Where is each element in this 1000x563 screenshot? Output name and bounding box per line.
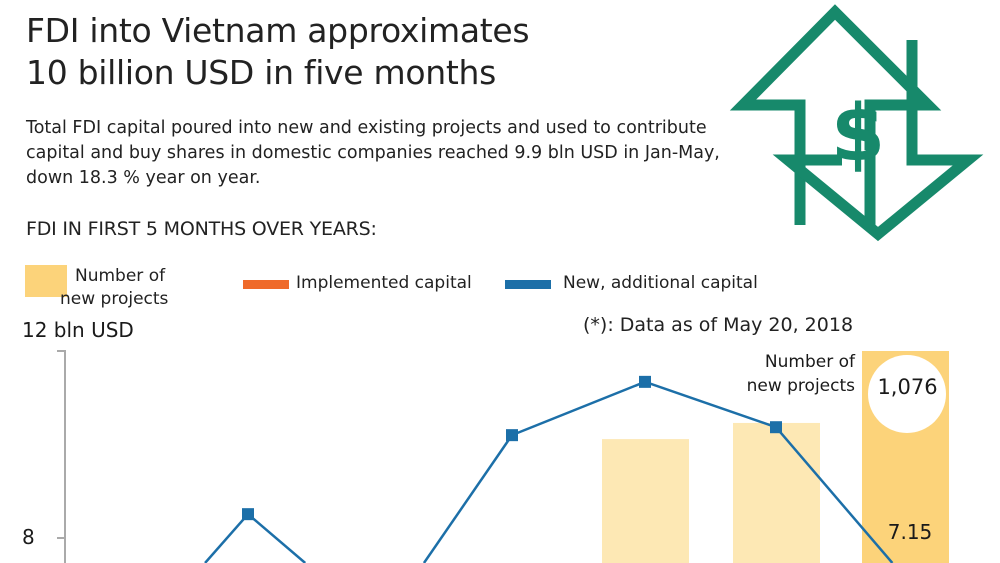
data-note: (*): Data as of May 20, 2018 (583, 314, 854, 336)
line-point-3 (506, 429, 518, 442)
page-title: FDI into Vietnam approximates 10 billion… (26, 10, 530, 94)
legend-swatch-new-capital (505, 280, 551, 289)
projects-annotation-line-1: Number of (764, 352, 855, 372)
line-new-capital-segment-3 (511, 380, 646, 437)
line-new-capital-segment-1 (247, 513, 307, 563)
projects-annotation-line-2: new projects (746, 376, 855, 396)
line-new-capital-segment-4 (644, 380, 777, 429)
line-last-value-label: 7.15 (887, 520, 933, 544)
legend-label-projects-2: new projects (60, 289, 169, 309)
line-new-capital-segment-0 (204, 513, 249, 563)
title-line-2: 10 billion USD in five months (26, 53, 496, 92)
line-point-4 (639, 375, 651, 388)
legend-swatch-implemented (243, 280, 289, 289)
y-axis (57, 350, 66, 563)
legend-label-projects-1: Number of (75, 266, 166, 286)
line-point-1 (242, 508, 254, 521)
description: Total FDI capital poured into new and ex… (26, 118, 720, 188)
projects-annotation: Number of new projects (730, 350, 855, 398)
line-point-5 (770, 421, 782, 434)
chart-subheading: FDI IN FIRST 5 MONTHS OVER YEARS: (26, 218, 377, 240)
line-new-capital-segment-5 (775, 426, 894, 563)
y-tick-label-8: 8 (22, 525, 35, 549)
y-tick-label-12: 12 bln USD (22, 318, 134, 342)
title-line-1: FDI into Vietnam approximates (26, 11, 530, 50)
legend-label-new-capital: New, additional capital (563, 273, 758, 293)
legend-label-implemented: Implemented capital (296, 273, 472, 293)
bar-projects-4 (602, 439, 689, 563)
projects-value-circle (868, 355, 946, 433)
bar-projects-5 (733, 422, 820, 563)
line-new-capital-segment-2 (422, 434, 514, 563)
projects-value-label: 1,076 (877, 375, 938, 399)
legend-swatch-projects (25, 265, 67, 297)
